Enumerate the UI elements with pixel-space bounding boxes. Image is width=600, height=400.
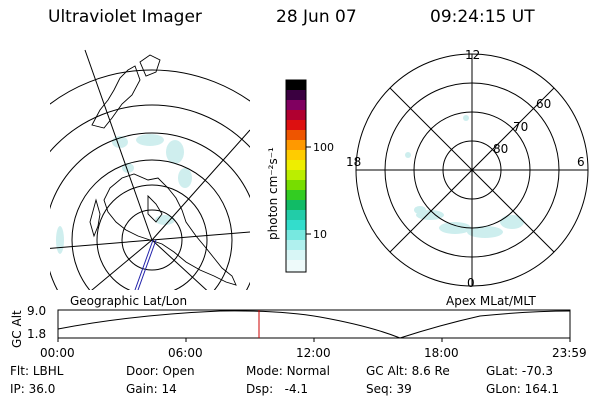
time-tick-0: 00:00 [40, 346, 75, 360]
info-ip: IP: 36.0 [10, 382, 56, 396]
colorbar [285, 79, 311, 273]
mlt-label-18: 18 [346, 155, 362, 169]
time-tick-4: 23:59 [552, 346, 587, 360]
info-gain: Gain: 14 [126, 382, 177, 396]
time-tick-2: 12:00 [296, 346, 331, 360]
info-dsp: Dsp: -4.1 [246, 382, 309, 396]
mlt-label-0: 0 [467, 276, 475, 290]
info-seq: Seq: 39 [366, 382, 412, 396]
geographic-caption: Geographic Lat/Lon [70, 294, 188, 308]
mlat-label-70: 70 [513, 120, 529, 134]
info-flt: Flt: LBHL [10, 364, 64, 378]
aurora-emission-geo [56, 134, 192, 254]
mlat-label-80: 80 [493, 142, 509, 156]
date-label: 28 Jun 07 [276, 7, 357, 27]
apex-caption: Apex MLat/MLT [446, 294, 536, 308]
info-glon: GLon: 164.1 [486, 382, 559, 396]
info-gc-alt: GC Alt: 8.6 Re [366, 364, 450, 378]
mlt-label-6: 6 [577, 155, 585, 169]
mlt-label-12: 12 [465, 48, 481, 62]
instrument-title: Ultraviolet Imager [48, 7, 202, 27]
altitude-plot [57, 309, 571, 342]
info-glat: GLat: -70.3 [486, 364, 553, 378]
polar-plot [355, 53, 589, 287]
mlat-label-60: 60 [536, 97, 552, 111]
info-door: Door: Open [126, 364, 195, 378]
colorbar-unit-label: photon cm⁻²s⁻¹ [266, 147, 280, 240]
altitude-tick-top: 9.0 [27, 304, 47, 318]
altitude-axis-label: GC Alt [10, 310, 24, 348]
time-tick-3: 18:00 [424, 346, 459, 360]
time-tick-1: 06:00 [168, 346, 203, 360]
colorbar-tick-10: 10 [313, 228, 327, 241]
altitude-tick-bottom: 1.8 [27, 327, 47, 341]
colorbar-tick-100: 100 [313, 141, 334, 154]
time-label: 09:24:15 UT [430, 7, 535, 27]
info-mode: Mode: Normal [246, 364, 330, 378]
